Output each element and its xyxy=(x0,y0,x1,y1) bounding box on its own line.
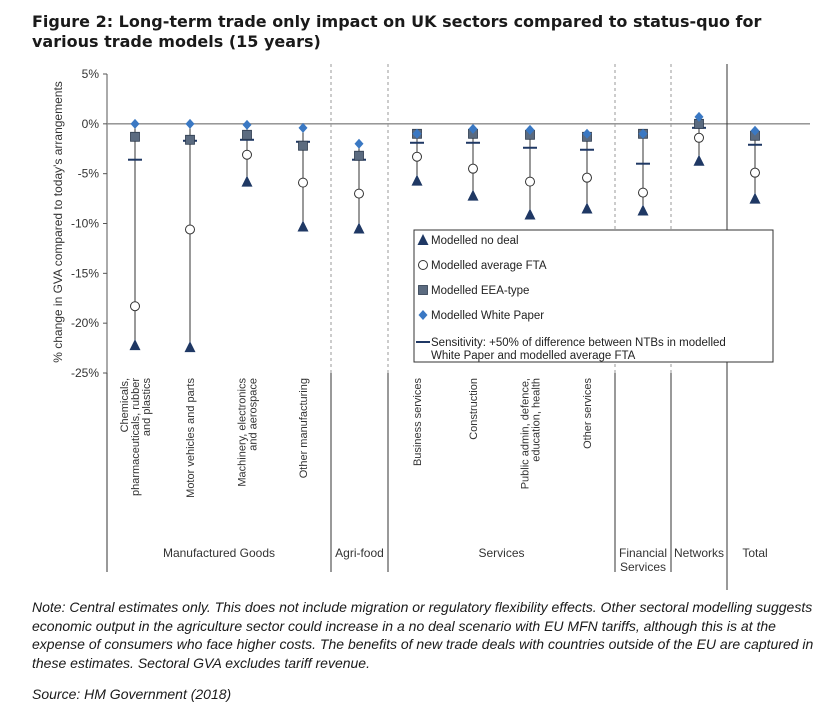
modelled-white-paper-point xyxy=(582,128,592,139)
category-label: Construction xyxy=(468,378,480,440)
modelled-eea-type-point xyxy=(130,131,140,142)
modelled-no-deal-point xyxy=(297,220,309,232)
figure-note: Note: Central estimates only. This does … xyxy=(32,599,814,671)
y-tick-label: 0% xyxy=(82,117,100,131)
modelled-eea-type-point xyxy=(298,140,308,151)
y-tick-label: -5% xyxy=(78,167,100,181)
category-label: Machinery, electronicsand aerospace xyxy=(237,378,260,487)
legend-label: Modelled White Paper xyxy=(431,310,544,322)
modelled-no-deal-point xyxy=(524,208,536,220)
modelled-white-paper-point xyxy=(354,138,364,149)
legend-marker xyxy=(418,260,428,270)
legend: Modelled no deal Modelled average FTA Mode… xyxy=(413,229,774,363)
category-label: Motor vehicles and parts xyxy=(185,378,197,498)
group-label: Agri-food xyxy=(335,546,384,560)
legend-label: Modelled EEA-type xyxy=(431,285,529,297)
category-labels: Chemicals,pharmaceuticals, rubberand pla… xyxy=(119,378,594,498)
group-label: Networks xyxy=(674,546,724,560)
modelled-no-deal-point xyxy=(581,202,593,214)
legend-label: Sensitivity: +50% of difference between … xyxy=(431,337,726,362)
legend-marker xyxy=(418,310,428,320)
modelled-no-deal-point xyxy=(184,341,196,353)
figure-source: Source: HM Government (2018) xyxy=(32,686,232,702)
modelled-white-paper-point xyxy=(525,124,535,135)
modelled-no-deal-point xyxy=(129,339,141,351)
y-tick-label: -15% xyxy=(71,266,99,280)
y-tick-label: 5% xyxy=(82,67,100,81)
modelled-no-deal-point xyxy=(467,189,479,201)
legend-box xyxy=(413,229,774,363)
modelled-no-deal-point xyxy=(411,174,423,186)
marker-layer xyxy=(128,111,762,353)
modelled-eea-type-point xyxy=(354,150,364,161)
modelled-average-fta-point xyxy=(638,187,648,198)
modelled-average-fta-point xyxy=(525,176,535,187)
legend-label: Modelled average FTA xyxy=(431,260,547,272)
modelled-average-fta-point xyxy=(694,132,704,143)
category-label: Other manufacturing xyxy=(298,378,310,478)
modelled-no-deal-point xyxy=(749,192,761,204)
modelled-no-deal-point xyxy=(637,204,649,216)
modelled-average-fta-point xyxy=(750,167,760,178)
modelled-no-deal-point xyxy=(693,154,705,166)
category-label: Public admin, defence,education, health xyxy=(520,378,543,489)
y-tick-label: -25% xyxy=(71,366,99,380)
group-labels: Manufactured Goods Agri-food Services Finan… xyxy=(163,546,768,574)
modelled-average-fta-point xyxy=(298,177,308,188)
modelled-average-fta-point xyxy=(582,172,592,183)
modelled-white-paper-point xyxy=(468,123,478,134)
axis-layer: 5% 0% -5% -10% -15% -20% -25% xyxy=(71,67,810,572)
modelled-average-fta-point xyxy=(468,163,478,174)
modelled-white-paper-point xyxy=(185,118,195,129)
modelled-white-paper-point xyxy=(298,122,308,133)
modelled-white-paper-point xyxy=(130,118,140,129)
modelled-eea-type-point xyxy=(242,129,252,140)
legend-label: Modelled no deal xyxy=(431,235,519,247)
y-tick-label: -10% xyxy=(71,217,99,231)
modelled-white-paper-point xyxy=(242,119,252,130)
group-label: Services xyxy=(478,546,524,560)
modelled-no-deal-point xyxy=(241,175,253,187)
modelled-white-paper-point xyxy=(694,111,704,122)
modelled-average-fta-point xyxy=(242,149,252,160)
legend-marker xyxy=(418,285,428,295)
group-label: Financial Services xyxy=(619,546,667,574)
modelled-eea-type-point xyxy=(185,134,195,145)
modelled-no-deal-point xyxy=(353,222,365,234)
group-label: Manufactured Goods xyxy=(163,546,275,560)
group-label: Total xyxy=(742,546,767,560)
modelled-average-fta-point xyxy=(130,301,140,312)
sector-gva-chart: 5% 0% -5% -10% -15% -20% -25% Chemicals,pharma… xyxy=(51,64,810,590)
modelled-white-paper-point xyxy=(750,125,760,136)
modelled-white-paper-point xyxy=(412,128,422,139)
category-label: Business services xyxy=(412,378,424,467)
y-tick-label: -20% xyxy=(71,316,99,330)
modelled-average-fta-point xyxy=(412,151,422,162)
category-label: Chemicals,pharmaceuticals, rubberand pla… xyxy=(119,378,153,497)
figure-title: Figure 2: Long-term trade only impact on… xyxy=(32,12,762,51)
modelled-average-fta-point xyxy=(354,188,364,199)
modelled-white-paper-point xyxy=(638,128,648,139)
y-axis-label: % change in GVA compared to today's arra… xyxy=(51,81,65,363)
modelled-average-fta-point xyxy=(185,224,195,235)
category-label: Other services xyxy=(582,378,594,449)
legend-marker xyxy=(417,234,429,245)
